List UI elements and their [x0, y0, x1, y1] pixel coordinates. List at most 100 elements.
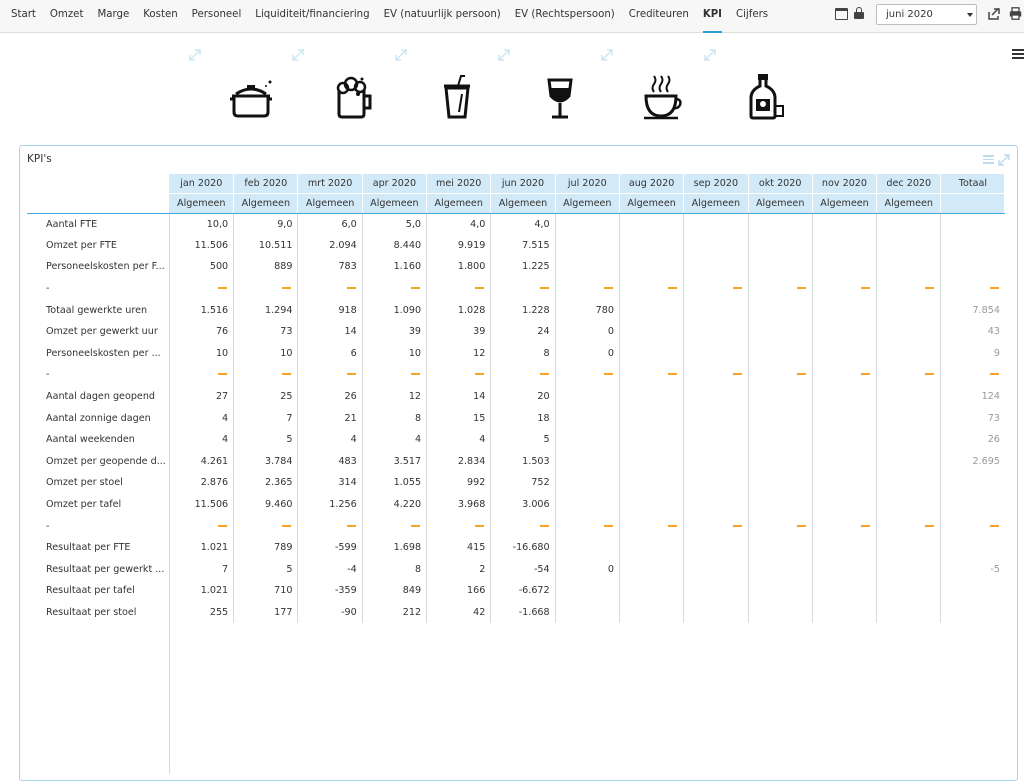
- tab-omzet[interactable]: Omzet: [49, 9, 84, 20]
- column-header-month: feb 2020: [233, 174, 299, 193]
- dash-marker-icon: [218, 373, 228, 376]
- wine-glass-icon: [547, 78, 573, 119]
- dash-marker: [876, 515, 942, 537]
- tab-ev-natuurlijk-persoon[interactable]: EV (natuurlijk persoon): [383, 9, 501, 20]
- table-cell: 2.876: [169, 472, 235, 494]
- table-cell: [619, 234, 685, 257]
- table-cell: [876, 428, 942, 451]
- table-cell: 3.784: [233, 450, 299, 473]
- table-row: Aantal weekenden 4 5 4 4 4 5 26: [27, 428, 1005, 451]
- table-cell: 1.021: [169, 536, 235, 559]
- category-soda-cup[interactable]: [394, 48, 470, 122]
- lock-icon[interactable]: [854, 7, 864, 20]
- table-cell: 6,0: [297, 213, 363, 235]
- category-beer-mug[interactable]: [291, 48, 372, 122]
- table-cell: 1.294: [233, 299, 299, 321]
- column-header-category: Algemeen: [876, 192, 942, 214]
- table-cell: [683, 428, 749, 451]
- table-cell: 39: [426, 320, 492, 343]
- expand-icon[interactable]: [703, 48, 717, 62]
- category-liquor-bottle[interactable]: [703, 48, 784, 122]
- category-wine-glass[interactable]: [497, 48, 573, 122]
- column-header-category: Algemeen: [490, 192, 556, 214]
- row-label: -: [27, 364, 170, 386]
- dash-marker-icon: [475, 524, 485, 527]
- table-row: Resultaat per tafel 1.021 710 -359 849 166 -6.…: [27, 580, 1005, 602]
- table-cell: [876, 536, 942, 559]
- column-header-month: dec 2020: [876, 174, 942, 193]
- tab-ev-rechtspersoon[interactable]: EV (Rechtspersoon): [514, 9, 615, 20]
- dash-marker-icon: [346, 373, 356, 376]
- expand-icon[interactable]: [291, 48, 305, 62]
- dash-marker-icon: [539, 524, 549, 527]
- total-cell: 43: [987, 326, 1000, 338]
- expand-icon[interactable]: [600, 48, 614, 62]
- header-corner-sub: [27, 192, 170, 214]
- table-cell: [555, 536, 620, 559]
- table-cell: [748, 601, 813, 624]
- table-cell: 15: [426, 407, 492, 429]
- dash-marker: [555, 277, 620, 300]
- tab-kosten[interactable]: Kosten: [143, 9, 178, 20]
- table-cell: 789: [233, 536, 299, 559]
- dash-marker-icon: [732, 287, 742, 290]
- tab-marge[interactable]: Marge: [97, 9, 130, 20]
- table-cell: [683, 234, 749, 257]
- liquor-bottle-icon: [749, 74, 784, 120]
- table-cell: -1.668: [490, 601, 556, 624]
- tab-liquiditeit-financiering[interactable]: Liquiditeit/financiering: [255, 9, 370, 20]
- calendar-icon[interactable]: [835, 8, 848, 20]
- dash-marker-icon: [668, 287, 678, 290]
- table-cell: [812, 558, 878, 581]
- total-cell: -5: [990, 563, 1000, 575]
- row-label: Resultaat per FTE: [27, 536, 170, 559]
- total-cell: 7.854: [972, 304, 1000, 316]
- table-cell: 39: [362, 320, 428, 343]
- table-cell: 5: [233, 558, 299, 581]
- table-cell: 18: [490, 407, 556, 429]
- category-pot[interactable]: [188, 48, 272, 122]
- month-select[interactable]: juni 2020: [876, 4, 977, 25]
- dash-marker: [812, 277, 878, 300]
- row-label: Resultaat per stoel: [27, 601, 170, 624]
- dash-marker-icon: [411, 524, 421, 527]
- table-cell: [683, 580, 749, 602]
- menu-icon[interactable]: [1012, 49, 1024, 59]
- column-header-month: jun 2020: [490, 174, 556, 193]
- category-coffee-cup[interactable]: [600, 48, 682, 122]
- column-header-total: Totaal: [940, 174, 1006, 193]
- dash-marker-icon: [796, 524, 806, 527]
- tab-crediteuren[interactable]: Crediteuren: [628, 9, 689, 20]
- expand-icon[interactable]: [497, 48, 511, 62]
- table-cell: 12: [362, 385, 428, 408]
- table-cell: [812, 213, 878, 235]
- table-cell: 7: [233, 407, 299, 429]
- table-cell: [748, 450, 813, 473]
- dash-marker-icon: [603, 373, 613, 376]
- table-cell: 6: [297, 342, 363, 365]
- column-header-category: Algemeen: [748, 192, 813, 214]
- table-cell: [619, 558, 685, 581]
- tab-start[interactable]: Start: [11, 9, 36, 20]
- export-icon[interactable]: [988, 8, 1000, 20]
- expand-icon[interactable]: [394, 48, 408, 62]
- panel-menu-icon[interactable]: [983, 155, 994, 165]
- table-cell: 212: [362, 601, 428, 624]
- tab-cijfers[interactable]: Cijfers: [735, 9, 769, 20]
- table-cell: [619, 580, 685, 602]
- dash-marker: [233, 277, 299, 300]
- table-cell: [683, 472, 749, 494]
- dash-marker: [812, 515, 878, 537]
- tab-kpi[interactable]: KPI: [696, 0, 729, 33]
- print-icon[interactable]: [1009, 7, 1022, 20]
- tab-personeel[interactable]: Personeel: [191, 9, 242, 20]
- table-cell: -16.680: [490, 536, 556, 559]
- panel-expand-icon[interactable]: [998, 154, 1010, 166]
- table-cell: 1.698: [362, 536, 428, 559]
- column-header-category: Algemeen: [426, 192, 492, 214]
- table-cell: 9.460: [233, 493, 299, 516]
- table-cell: [748, 213, 813, 235]
- expand-icon[interactable]: [188, 48, 202, 62]
- table-cell: 3.968: [426, 493, 492, 516]
- dash-marker-icon: [861, 287, 871, 290]
